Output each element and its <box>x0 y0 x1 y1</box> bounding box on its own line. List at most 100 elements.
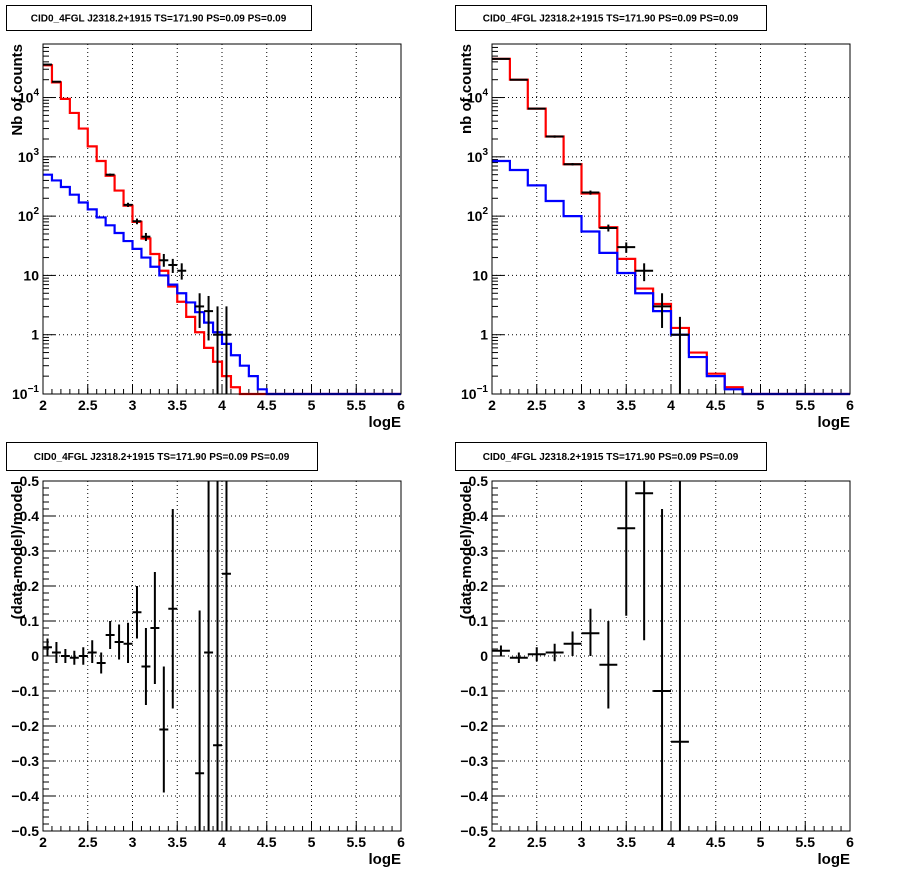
y-tick-label: 103 <box>18 147 40 165</box>
data-point <box>51 80 61 83</box>
data-point <box>123 202 133 207</box>
data-point <box>132 218 142 225</box>
y-tick-label: −0.1 <box>11 683 39 699</box>
y-tick-label: 0.2 <box>469 578 489 594</box>
data-point <box>177 263 187 280</box>
chart-panel-1: CID0_4FGL J2318.2+1915 TS=171.90 PS=0.09… <box>6 5 405 431</box>
y-tick-label: 0.5 <box>20 473 40 489</box>
data-point <box>168 258 178 273</box>
data-point <box>213 481 222 831</box>
data-point <box>195 293 205 328</box>
data-point <box>635 263 654 282</box>
y-tick-label: −0.1 <box>460 683 488 699</box>
data-point <box>492 57 510 60</box>
data-point <box>78 647 88 665</box>
x-tick-label: 3.5 <box>617 397 637 413</box>
data-point <box>222 481 231 831</box>
data-point <box>204 481 214 831</box>
plot-frame <box>42 480 402 832</box>
x-tick-label: 2 <box>488 397 496 413</box>
y-tick-label: 10−1 <box>12 384 39 402</box>
data-point <box>168 509 178 709</box>
y-tick-label: 10−1 <box>461 384 488 402</box>
x-tick-label: 3 <box>578 397 586 413</box>
x-tick-label: 4 <box>218 397 226 413</box>
data-point <box>617 242 636 253</box>
data-point <box>581 190 600 195</box>
y-tick-label: 0.4 <box>469 508 489 524</box>
x-axis-label: logE <box>369 851 402 868</box>
x-tick-label: 4.5 <box>706 834 726 850</box>
data-point <box>581 608 600 656</box>
series-source-model <box>492 159 850 396</box>
x-tick-label: 3.5 <box>168 397 188 413</box>
x-tick-label: 4.5 <box>257 397 277 413</box>
data-point <box>105 173 115 176</box>
chart-title-box <box>455 442 767 471</box>
data-point <box>509 78 528 81</box>
x-tick-label: 2.5 <box>527 834 547 850</box>
data-point <box>671 316 689 394</box>
data-point <box>213 306 222 394</box>
y-tick-label: 1 <box>31 327 39 343</box>
y-tick-label: 0 <box>31 648 39 664</box>
x-tick-label: 2 <box>39 397 47 413</box>
data-point <box>222 306 231 394</box>
x-tick-label: 4 <box>218 834 226 850</box>
x-tick-label: 2.5 <box>527 397 547 413</box>
y-tick-label: −0.5 <box>11 823 39 839</box>
x-tick-label: 5.5 <box>347 834 367 850</box>
plot-frame <box>42 43 402 395</box>
data-point <box>43 638 52 656</box>
data-point <box>123 622 133 663</box>
chart-panel-2: CID0_4FGL J2318.2+1915 TS=171.90 PS=0.09… <box>455 5 854 431</box>
y-tick-label: 102 <box>18 206 40 224</box>
x-tick-label: 2.5 <box>78 834 98 850</box>
y-tick-label: −0.2 <box>11 718 39 734</box>
y-axis-label: (data-model)/model <box>458 481 475 619</box>
plot-frame <box>491 480 851 832</box>
data-point <box>617 481 636 616</box>
data-point <box>132 586 142 639</box>
x-tick-label: 6 <box>846 397 854 413</box>
chart-panel-4: CID0_4FGL J2318.2+1915 TS=171.90 PS=0.09… <box>455 442 854 868</box>
y-tick-label: 103 <box>467 147 489 165</box>
y-tick-label: −0.2 <box>460 718 488 734</box>
x-tick-label: 3 <box>129 397 137 413</box>
y-tick-label: 0.4 <box>20 508 40 524</box>
data-point <box>527 107 546 110</box>
data-point <box>43 63 52 66</box>
x-tick-label: 4.5 <box>257 834 277 850</box>
x-tick-label: 5 <box>308 397 316 413</box>
data-point <box>671 481 689 831</box>
y-tick-label: 0.1 <box>469 613 489 629</box>
y-tick-label: 10 <box>472 267 488 283</box>
y-tick-label: −0.3 <box>460 753 488 769</box>
x-tick-label: 4 <box>667 834 675 850</box>
data-point <box>60 649 70 663</box>
data-point <box>599 224 618 232</box>
data-point <box>563 163 582 166</box>
data-point <box>204 295 214 341</box>
y-tick-label: 0.5 <box>469 473 489 489</box>
data-point <box>545 643 564 662</box>
x-tick-label: 3.5 <box>617 834 637 850</box>
y-tick-label: 102 <box>467 206 489 224</box>
chart-title: CID0_4FGL J2318.2+1915 TS=171.90 PS=0.09… <box>483 452 739 463</box>
x-tick-label: 2 <box>488 834 496 850</box>
chart-title-box <box>6 5 312 31</box>
plot-frame <box>491 43 851 395</box>
y-tick-label: 104 <box>18 88 40 106</box>
data-point <box>195 610 205 831</box>
y-tick-label: 104 <box>467 88 489 106</box>
y-tick-label: 0.1 <box>20 613 40 629</box>
data-point <box>105 621 115 649</box>
y-axis-label: nb of counts <box>458 44 475 134</box>
data-point <box>509 652 528 663</box>
x-tick-label: 6 <box>397 834 405 850</box>
data-point <box>87 640 97 663</box>
x-tick-label: 6 <box>846 834 854 850</box>
x-tick-label: 5.5 <box>347 397 367 413</box>
y-tick-label: 0.3 <box>20 543 40 559</box>
y-tick-label: 1 <box>480 327 488 343</box>
